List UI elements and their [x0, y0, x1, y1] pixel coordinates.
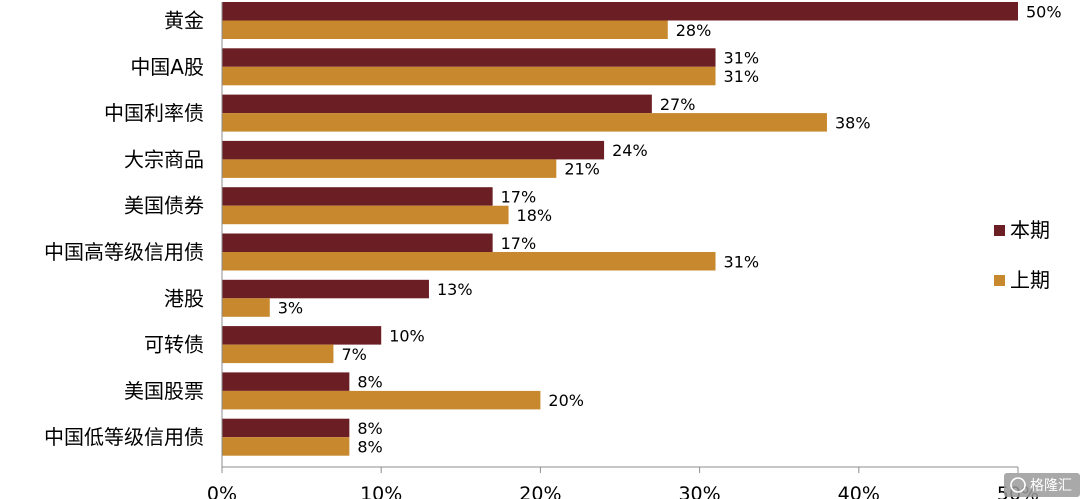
category-label: 美国债券: [124, 194, 204, 218]
watermark-text: 格隆汇: [1030, 478, 1072, 494]
value-label: 17%: [501, 234, 537, 253]
x-tick-label: 10%: [360, 483, 402, 499]
value-label: 13%: [437, 280, 473, 299]
bar-current: [222, 140, 605, 160]
category-label: 中国低等级信用债: [44, 425, 204, 449]
value-label: 50%: [1026, 2, 1062, 21]
bar-current: [222, 48, 716, 67]
value-label: 31%: [724, 67, 760, 86]
value-label: 31%: [724, 252, 760, 271]
legend-label: 本期: [1010, 218, 1050, 242]
category-label: 大宗商品: [124, 147, 204, 171]
value-label: 28%: [676, 21, 712, 40]
value-label: 27%: [660, 95, 696, 114]
bar-previous: [222, 159, 557, 178]
bar-current: [222, 418, 350, 438]
legend-swatch: [994, 275, 1005, 286]
watermark-logo-icon: [1010, 477, 1026, 493]
bar-previous: [222, 437, 350, 456]
category-label: 中国A股: [130, 55, 204, 79]
category-label: 可转债: [144, 333, 204, 357]
legend-label: 上期: [1010, 268, 1050, 292]
bar-current: [222, 187, 493, 206]
value-label: 10%: [389, 326, 425, 345]
value-label: 20%: [548, 391, 584, 410]
value-label: 31%: [724, 49, 760, 68]
bar-current: [222, 326, 382, 345]
bar-current: [222, 372, 350, 391]
bar-previous: [222, 390, 541, 410]
x-tick-label: 20%: [519, 483, 561, 499]
bars-layer: [222, 2, 1018, 456]
bar-previous: [222, 20, 668, 39]
category-label: 黄金: [164, 9, 204, 33]
value-label: 3%: [278, 299, 303, 318]
x-tick-label: 40%: [838, 483, 880, 499]
category-label: 港股: [164, 286, 204, 310]
bar-previous: [222, 205, 509, 225]
category-label: 中国高等级信用债: [44, 240, 204, 264]
value-label: 38%: [835, 113, 871, 132]
x-axis: 0%10%20%30%40%50%: [207, 2, 1039, 499]
bar-previous: [222, 298, 270, 317]
value-label: 21%: [564, 160, 600, 179]
value-label: 8%: [357, 373, 382, 392]
bar-current: [222, 233, 493, 252]
bar-current: [222, 94, 652, 114]
value-label: 18%: [517, 206, 553, 225]
labels-layer: 黄金中国A股中国利率债大宗商品美国债券中国高等级信用债港股可转债美国股票中国低等…: [44, 2, 1062, 456]
bar-current: [222, 279, 429, 299]
value-label: 24%: [612, 141, 648, 160]
value-label: 8%: [357, 419, 382, 438]
x-tick-label: 0%: [207, 483, 237, 499]
bar-previous: [222, 113, 827, 132]
legend-swatch: [994, 225, 1005, 236]
watermark: 格隆汇: [1004, 473, 1080, 497]
bar-previous: [222, 252, 716, 271]
bar-previous: [222, 66, 716, 86]
category-label: 美国股票: [124, 379, 204, 403]
value-label: 7%: [341, 345, 366, 364]
bar-previous: [222, 344, 334, 364]
watermark-badge: [1004, 473, 1080, 497]
value-label: 8%: [357, 437, 382, 456]
x-tick-label: 30%: [678, 483, 720, 499]
category-label: 中国利率债: [104, 101, 204, 125]
bar-current: [222, 2, 1018, 21]
value-label: 17%: [501, 187, 537, 206]
